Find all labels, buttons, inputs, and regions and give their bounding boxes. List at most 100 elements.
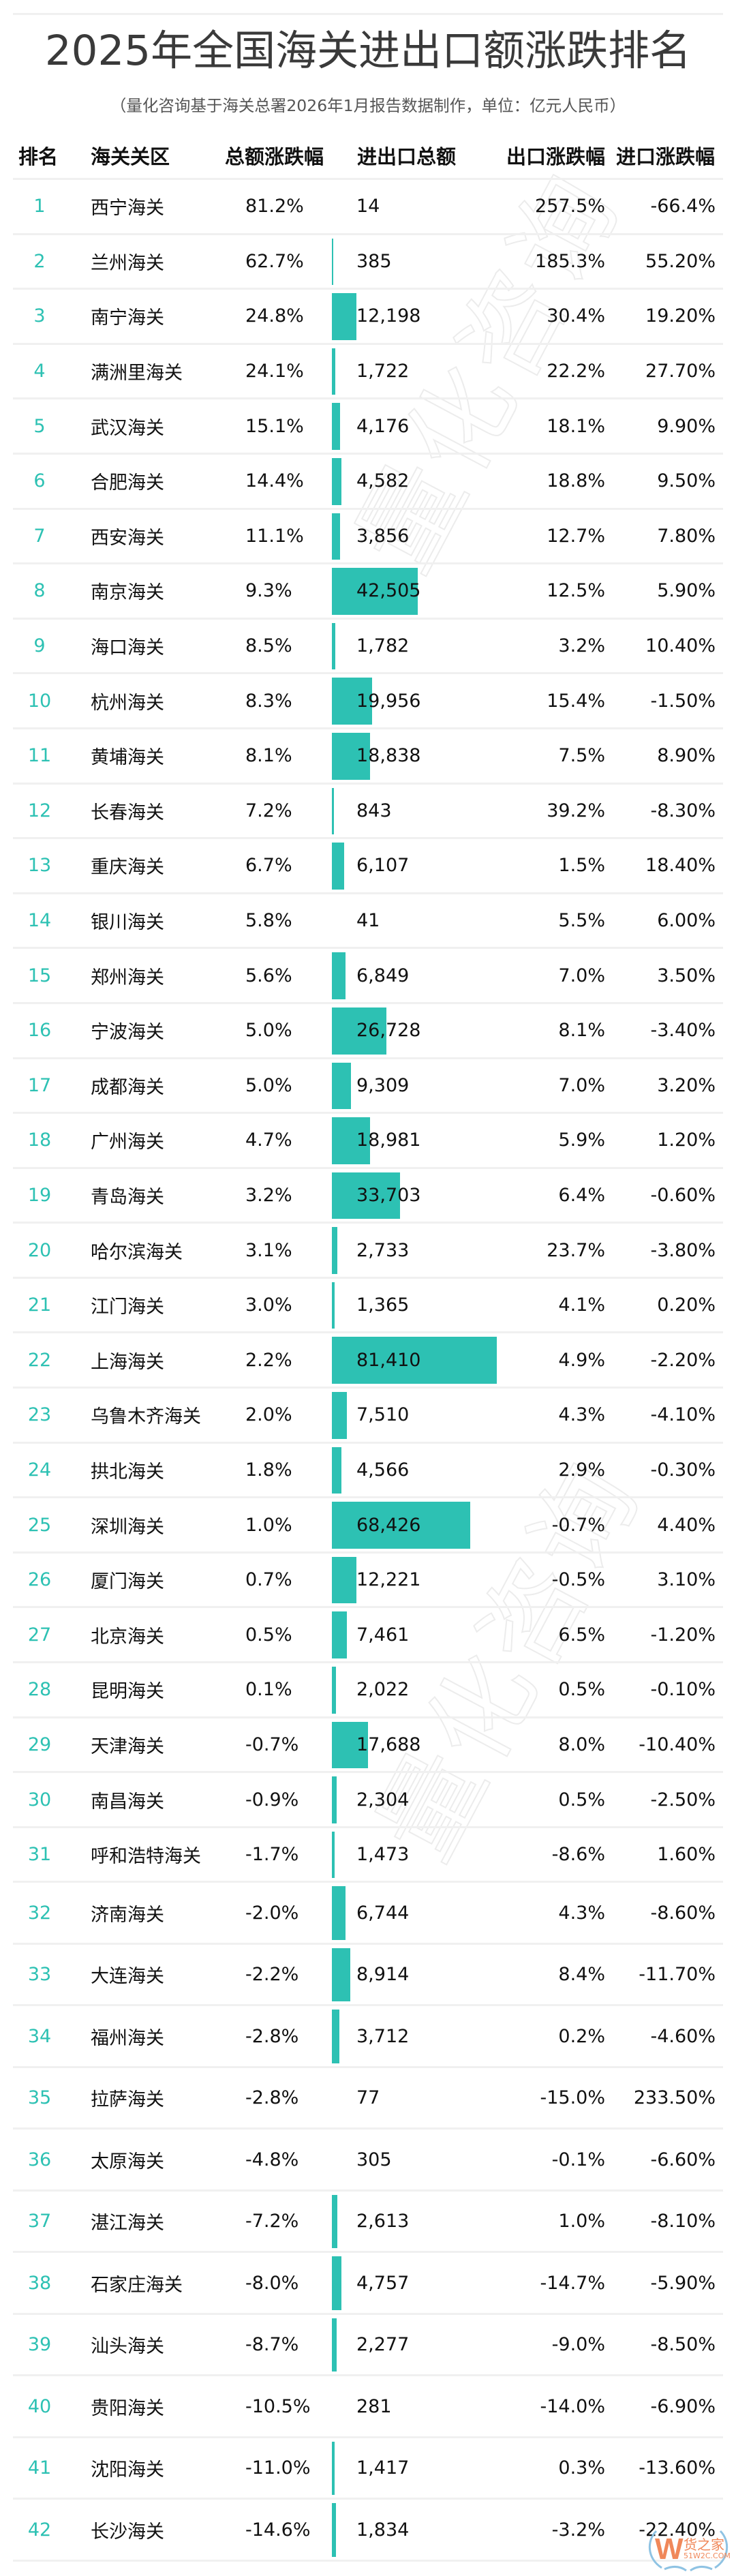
amount-cell: 1,834: [356, 2519, 410, 2541]
rank-cell: 33: [27, 1964, 52, 1986]
customs-name-cell: 青岛海关: [91, 1186, 164, 1208]
customs-name-cell: 石家庄海关: [91, 2274, 183, 2296]
table-row: 24 拱北海关 1.8% 4,566 2.9% -0.30%: [0, 1444, 736, 1499]
total-change-cell: 9.3%: [245, 580, 292, 602]
total-change-cell: 1.8%: [245, 1459, 292, 1481]
amount-cell: 18,838: [356, 745, 421, 767]
rank-cell: 11: [27, 745, 52, 767]
total-change-cell: -8.0%: [245, 2272, 299, 2294]
table-row: 12 长春海关 7.2% 843 39.2% -8.30%: [0, 785, 736, 840]
total-change-cell: -10.5%: [245, 2395, 311, 2417]
import-change-cell: 55.20%: [645, 250, 716, 272]
row-divider: [13, 1496, 723, 1499]
import-change-cell: -11.70%: [639, 1964, 716, 1986]
table-row: 36 太原海关 -4.8% 305 -0.1% -6.60%: [0, 2130, 736, 2192]
export-change-cell: 39.2%: [547, 800, 605, 821]
rank-cell: 21: [27, 1294, 52, 1316]
amount-bar: [332, 787, 334, 835]
table-row: 41 沈阳海关 -11.0% 1,417 0.3% -13.60%: [0, 2438, 736, 2500]
row-divider: [13, 2189, 723, 2192]
export-change-cell: -14.0%: [540, 2395, 605, 2417]
export-change-cell: 4.9%: [558, 1349, 605, 1371]
customs-name-cell: 成都海关: [91, 1076, 164, 1098]
rank-cell: 1: [33, 196, 46, 217]
rank-cell: 25: [27, 1514, 52, 1536]
amount-bar: [332, 1062, 351, 1110]
export-change-cell: -8.6%: [551, 1844, 605, 1866]
export-change-cell: 6.4%: [558, 1184, 605, 1206]
table-row: 22 上海海关 2.2% 81,410 4.9% -2.20%: [0, 1333, 736, 1389]
customs-name-cell: 厦门海关: [91, 1571, 164, 1593]
amount-cell: 385: [356, 250, 392, 272]
table-row: 6 合肥海关 14.4% 4,582 18.8% 9.50%: [0, 455, 736, 510]
table-row: 18 广州海关 4.7% 18,981 5.9% 1.20%: [0, 1114, 736, 1169]
logo-letter: W: [655, 2532, 684, 2566]
row-divider: [13, 672, 723, 675]
customs-name-cell: 西宁海关: [91, 198, 164, 219]
amount-bar: [332, 2318, 337, 2372]
amount-cell: 14: [356, 196, 380, 217]
customs-name-cell: 满洲里海关: [91, 363, 183, 384]
import-change-cell: 1.60%: [657, 1844, 716, 1866]
export-change-cell: 8.1%: [558, 1020, 605, 1042]
total-change-cell: 8.5%: [245, 635, 292, 657]
table-row: 15 郑州海关 5.6% 6,849 7.0% 3.50%: [0, 949, 736, 1004]
rank-cell: 35: [27, 2087, 52, 2109]
amount-bar: [332, 2194, 337, 2249]
row-divider: [13, 2251, 723, 2254]
amount-bar: [332, 1776, 337, 1823]
customs-name-cell: 南京海关: [91, 582, 164, 604]
amount-cell: 2,613: [356, 2211, 410, 2232]
import-change-cell: 1.20%: [657, 1130, 716, 1151]
import-change-cell: -6.90%: [650, 2395, 716, 2417]
import-change-cell: -1.20%: [650, 1624, 716, 1646]
rank-cell: 17: [27, 1074, 52, 1096]
import-change-cell: -5.90%: [650, 2272, 716, 2294]
export-change-cell: 0.3%: [558, 2457, 605, 2479]
amount-bar: [332, 1948, 350, 2002]
rank-cell: 20: [27, 1239, 52, 1261]
import-change-cell: -4.10%: [650, 1404, 716, 1426]
export-change-cell: 18.8%: [547, 470, 605, 492]
total-change-cell: -0.7%: [245, 1733, 299, 1755]
export-change-cell: 4.3%: [558, 1404, 605, 1426]
row-divider: [13, 562, 723, 565]
export-change-cell: 3.2%: [558, 635, 605, 657]
total-change-cell: 0.7%: [245, 1569, 292, 1591]
customs-name-cell: 呼和浩特海关: [91, 1846, 201, 1868]
export-change-cell: 0.2%: [558, 2025, 605, 2047]
table-row: 32 济南海关 -2.0% 6,744 4.3% -8.60%: [0, 1883, 736, 1945]
total-change-cell: 1.0%: [245, 1514, 292, 1536]
import-change-cell: -66.4%: [650, 196, 716, 217]
import-change-cell: 3.20%: [657, 1074, 716, 1096]
import-change-cell: -4.60%: [650, 2025, 716, 2047]
table-row: 27 北京海关 0.5% 7,461 6.5% -1.20%: [0, 1608, 736, 1664]
export-change-cell: 1.5%: [558, 855, 605, 877]
rank-cell: 27: [27, 1624, 52, 1646]
customs-name-cell: 黄埔海关: [91, 747, 164, 769]
row-divider: [13, 1881, 723, 1883]
amount-cell: 68,426: [356, 1514, 421, 1536]
table-row: 17 成都海关 5.0% 9,309 7.0% 3.20%: [0, 1059, 736, 1115]
table-row: 25 深圳海关 1.0% 68,426 -0.7% 4.40%: [0, 1498, 736, 1554]
customs-name-cell: 拉萨海关: [91, 2089, 164, 2111]
import-change-cell: -0.60%: [650, 1184, 716, 1206]
rank-cell: 6: [33, 470, 46, 492]
total-change-cell: 6.7%: [245, 855, 292, 877]
table-row: 3 南宁海关 24.8% 12,198 30.4% 19.20%: [0, 290, 736, 345]
rank-cell: 26: [27, 1569, 52, 1591]
amount-bar: [332, 2010, 339, 2063]
amount-bar: [332, 1172, 401, 1219]
customs-name-cell: 长春海关: [91, 802, 164, 823]
row-divider: [13, 837, 723, 840]
export-change-cell: -0.1%: [551, 2149, 605, 2170]
rank-cell: 41: [27, 2457, 52, 2479]
export-change-cell: 30.4%: [547, 305, 605, 327]
import-change-cell: 6.00%: [657, 910, 716, 932]
total-change-cell: -8.7%: [245, 2334, 299, 2356]
amount-cell: 17,688: [356, 1733, 421, 1755]
total-change-cell: -2.0%: [245, 1902, 299, 1924]
amount-bar: [332, 2441, 335, 2496]
table-row: 30 南昌海关 -0.9% 2,304 0.5% -2.50%: [0, 1773, 736, 1828]
rank-cell: 9: [33, 635, 46, 657]
